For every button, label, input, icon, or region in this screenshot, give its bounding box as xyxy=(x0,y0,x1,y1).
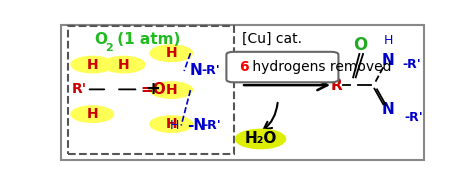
Circle shape xyxy=(150,116,192,132)
Text: -R': -R' xyxy=(202,119,221,132)
Text: (1 atm): (1 atm) xyxy=(112,32,180,47)
Text: N: N xyxy=(382,102,394,117)
Text: H: H xyxy=(86,107,98,121)
Text: 2: 2 xyxy=(105,43,113,53)
Circle shape xyxy=(150,45,192,61)
Text: N: N xyxy=(382,53,394,68)
Text: =O: =O xyxy=(140,82,166,97)
Circle shape xyxy=(71,106,114,122)
Text: N: N xyxy=(190,63,202,78)
Text: O: O xyxy=(353,36,368,54)
Text: -N: -N xyxy=(187,118,206,133)
Text: -R': -R' xyxy=(405,111,423,123)
Text: +: + xyxy=(146,80,160,98)
Circle shape xyxy=(71,56,114,73)
FancyBboxPatch shape xyxy=(61,25,424,160)
Circle shape xyxy=(236,129,285,149)
Text: hydrogens removed: hydrogens removed xyxy=(248,60,392,74)
Text: H: H xyxy=(169,119,179,132)
Circle shape xyxy=(150,82,192,98)
Text: H: H xyxy=(165,46,177,60)
Text: -R': -R' xyxy=(403,58,421,71)
Text: [Cu] cat.: [Cu] cat. xyxy=(242,32,302,46)
Text: H: H xyxy=(118,58,129,72)
Circle shape xyxy=(102,56,145,73)
Text: O: O xyxy=(94,32,107,47)
Text: H: H xyxy=(383,34,393,47)
Text: H: H xyxy=(86,58,98,72)
Text: -R': -R' xyxy=(202,64,220,77)
Text: R: R xyxy=(330,78,342,93)
FancyBboxPatch shape xyxy=(227,52,338,82)
Text: H₂O: H₂O xyxy=(245,131,277,146)
Text: 6: 6 xyxy=(239,60,249,74)
Text: H: H xyxy=(165,117,177,131)
Text: H: H xyxy=(165,83,177,97)
Text: R': R' xyxy=(72,82,87,96)
